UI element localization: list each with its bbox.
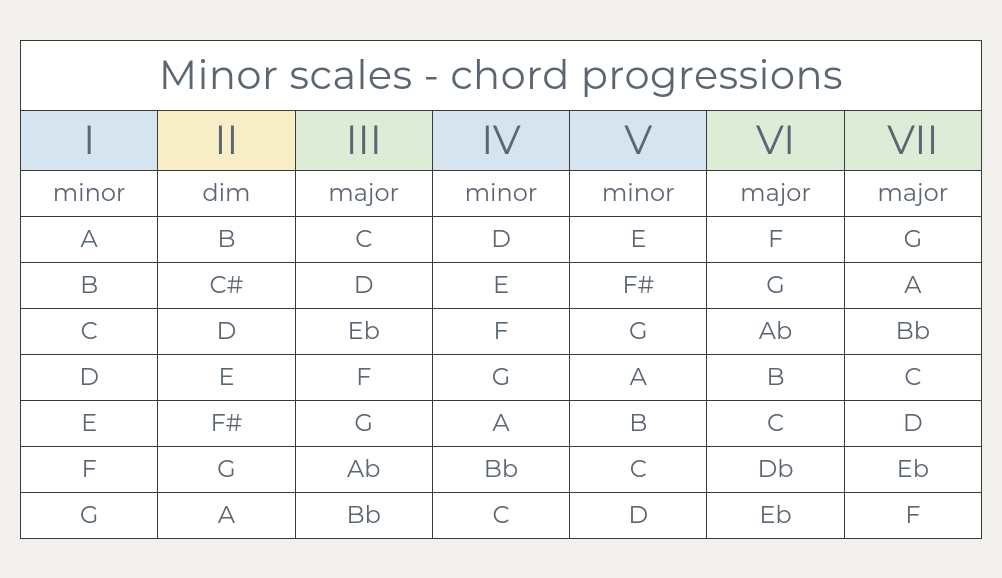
note-cell: Eb xyxy=(707,492,844,538)
note-cell: A xyxy=(432,400,569,446)
note-cell: Eb xyxy=(295,308,432,354)
quality-V: minor xyxy=(570,170,707,216)
table-row: G A Bb C D Eb F xyxy=(21,492,982,538)
table-row: C D Eb F G Ab Bb xyxy=(21,308,982,354)
note-cell: B xyxy=(158,216,295,262)
note-cell: F xyxy=(844,492,981,538)
quality-VI: major xyxy=(707,170,844,216)
chord-progression-table: Minor scales - chord progressions I II I… xyxy=(20,40,982,539)
note-cell: G xyxy=(570,308,707,354)
note-cell: D xyxy=(570,492,707,538)
note-cell: F xyxy=(295,354,432,400)
note-cell: Bb xyxy=(295,492,432,538)
table-row: F G Ab Bb C Db Eb xyxy=(21,446,982,492)
quality-III: major xyxy=(295,170,432,216)
note-cell: A xyxy=(844,262,981,308)
roman-I: I xyxy=(21,110,158,170)
note-cell: C xyxy=(295,216,432,262)
note-cell: G xyxy=(158,446,295,492)
note-cell: B xyxy=(707,354,844,400)
quality-IV: minor xyxy=(432,170,569,216)
roman-VII: VII xyxy=(844,110,981,170)
note-cell: E xyxy=(570,216,707,262)
roman-V: V xyxy=(570,110,707,170)
note-cell: D xyxy=(21,354,158,400)
note-cell: A xyxy=(570,354,707,400)
note-cell: F xyxy=(21,446,158,492)
note-cell: C xyxy=(707,400,844,446)
note-cell: Eb xyxy=(844,446,981,492)
note-cell: F xyxy=(707,216,844,262)
note-cell: C xyxy=(844,354,981,400)
note-cell: G xyxy=(707,262,844,308)
quality-I: minor xyxy=(21,170,158,216)
note-cell: G xyxy=(432,354,569,400)
note-cell: C xyxy=(432,492,569,538)
roman-numeral-row: I II III IV V VI VII xyxy=(21,110,982,170)
note-cell: A xyxy=(158,492,295,538)
table-row: D E F G A B C xyxy=(21,354,982,400)
note-cell: G xyxy=(844,216,981,262)
note-cell: C xyxy=(21,308,158,354)
note-cell: G xyxy=(295,400,432,446)
note-cell: B xyxy=(570,400,707,446)
note-cell: A xyxy=(21,216,158,262)
roman-II: II xyxy=(158,110,295,170)
chord-table-wrapper: Minor scales - chord progressions I II I… xyxy=(20,40,982,539)
quality-II: dim xyxy=(158,170,295,216)
note-cell: D xyxy=(844,400,981,446)
title-row: Minor scales - chord progressions xyxy=(21,40,982,110)
note-cell: E xyxy=(21,400,158,446)
note-cell: F xyxy=(432,308,569,354)
quality-row: minor dim major minor minor major major xyxy=(21,170,982,216)
note-cell: D xyxy=(295,262,432,308)
note-cell: Ab xyxy=(707,308,844,354)
note-cell: D xyxy=(158,308,295,354)
roman-VI: VI xyxy=(707,110,844,170)
table-row: E F# G A B C D xyxy=(21,400,982,446)
table-title: Minor scales - chord progressions xyxy=(21,40,982,110)
note-cell: Bb xyxy=(432,446,569,492)
note-cell: C xyxy=(570,446,707,492)
note-cell: E xyxy=(158,354,295,400)
note-cell: F# xyxy=(158,400,295,446)
note-cell: Ab xyxy=(295,446,432,492)
roman-IV: IV xyxy=(432,110,569,170)
quality-VII: major xyxy=(844,170,981,216)
note-cell: B xyxy=(21,262,158,308)
note-cell: E xyxy=(432,262,569,308)
table-row: A B C D E F G xyxy=(21,216,982,262)
note-cell: Db xyxy=(707,446,844,492)
table-row: B C# D E F# G A xyxy=(21,262,982,308)
note-cell: G xyxy=(21,492,158,538)
note-cell: F# xyxy=(570,262,707,308)
note-cell: Bb xyxy=(844,308,981,354)
note-cell: D xyxy=(432,216,569,262)
note-cell: C# xyxy=(158,262,295,308)
roman-III: III xyxy=(295,110,432,170)
